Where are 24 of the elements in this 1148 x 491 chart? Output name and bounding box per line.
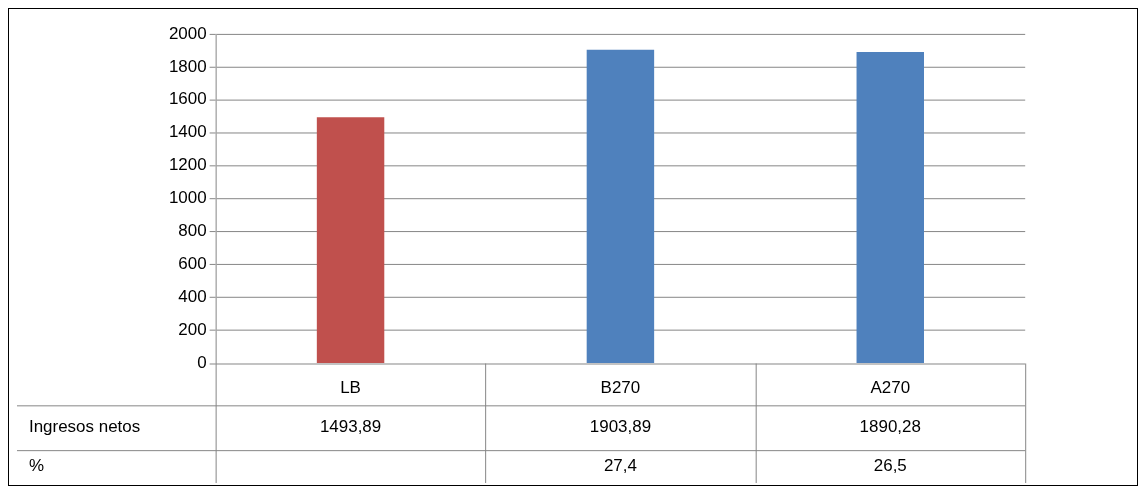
data-label: 1903,89 <box>589 417 652 437</box>
bar <box>856 51 924 364</box>
y-tick-label: 2000 <box>168 23 207 43</box>
y-tick-label: 1800 <box>168 56 207 76</box>
y-tick-label: 800 <box>178 221 207 241</box>
x-tick-label: A270 <box>870 378 911 398</box>
x-tick-label: B270 <box>600 378 641 398</box>
y-tick-label: 1600 <box>168 89 207 109</box>
text: % <box>28 456 45 476</box>
y-tick-label: 0 <box>197 353 207 373</box>
y-tick-label: 600 <box>178 254 207 274</box>
x-tick-label: LB <box>340 378 361 398</box>
text: Ingresos netos <box>28 417 141 437</box>
text: 27,4 <box>603 456 637 476</box>
bar <box>586 49 655 364</box>
y-tick-label: 200 <box>178 320 207 340</box>
text: 26,5 <box>873 456 907 476</box>
data-label: 1493,89 <box>319 417 382 437</box>
y-tick-label: 1400 <box>168 122 207 142</box>
y-tick-label: 400 <box>178 287 207 307</box>
y-tick-label: 1200 <box>168 155 207 175</box>
data-label: 1890,28 <box>859 417 921 437</box>
y-tick-label: 1000 <box>168 188 207 208</box>
bar <box>316 117 385 364</box>
